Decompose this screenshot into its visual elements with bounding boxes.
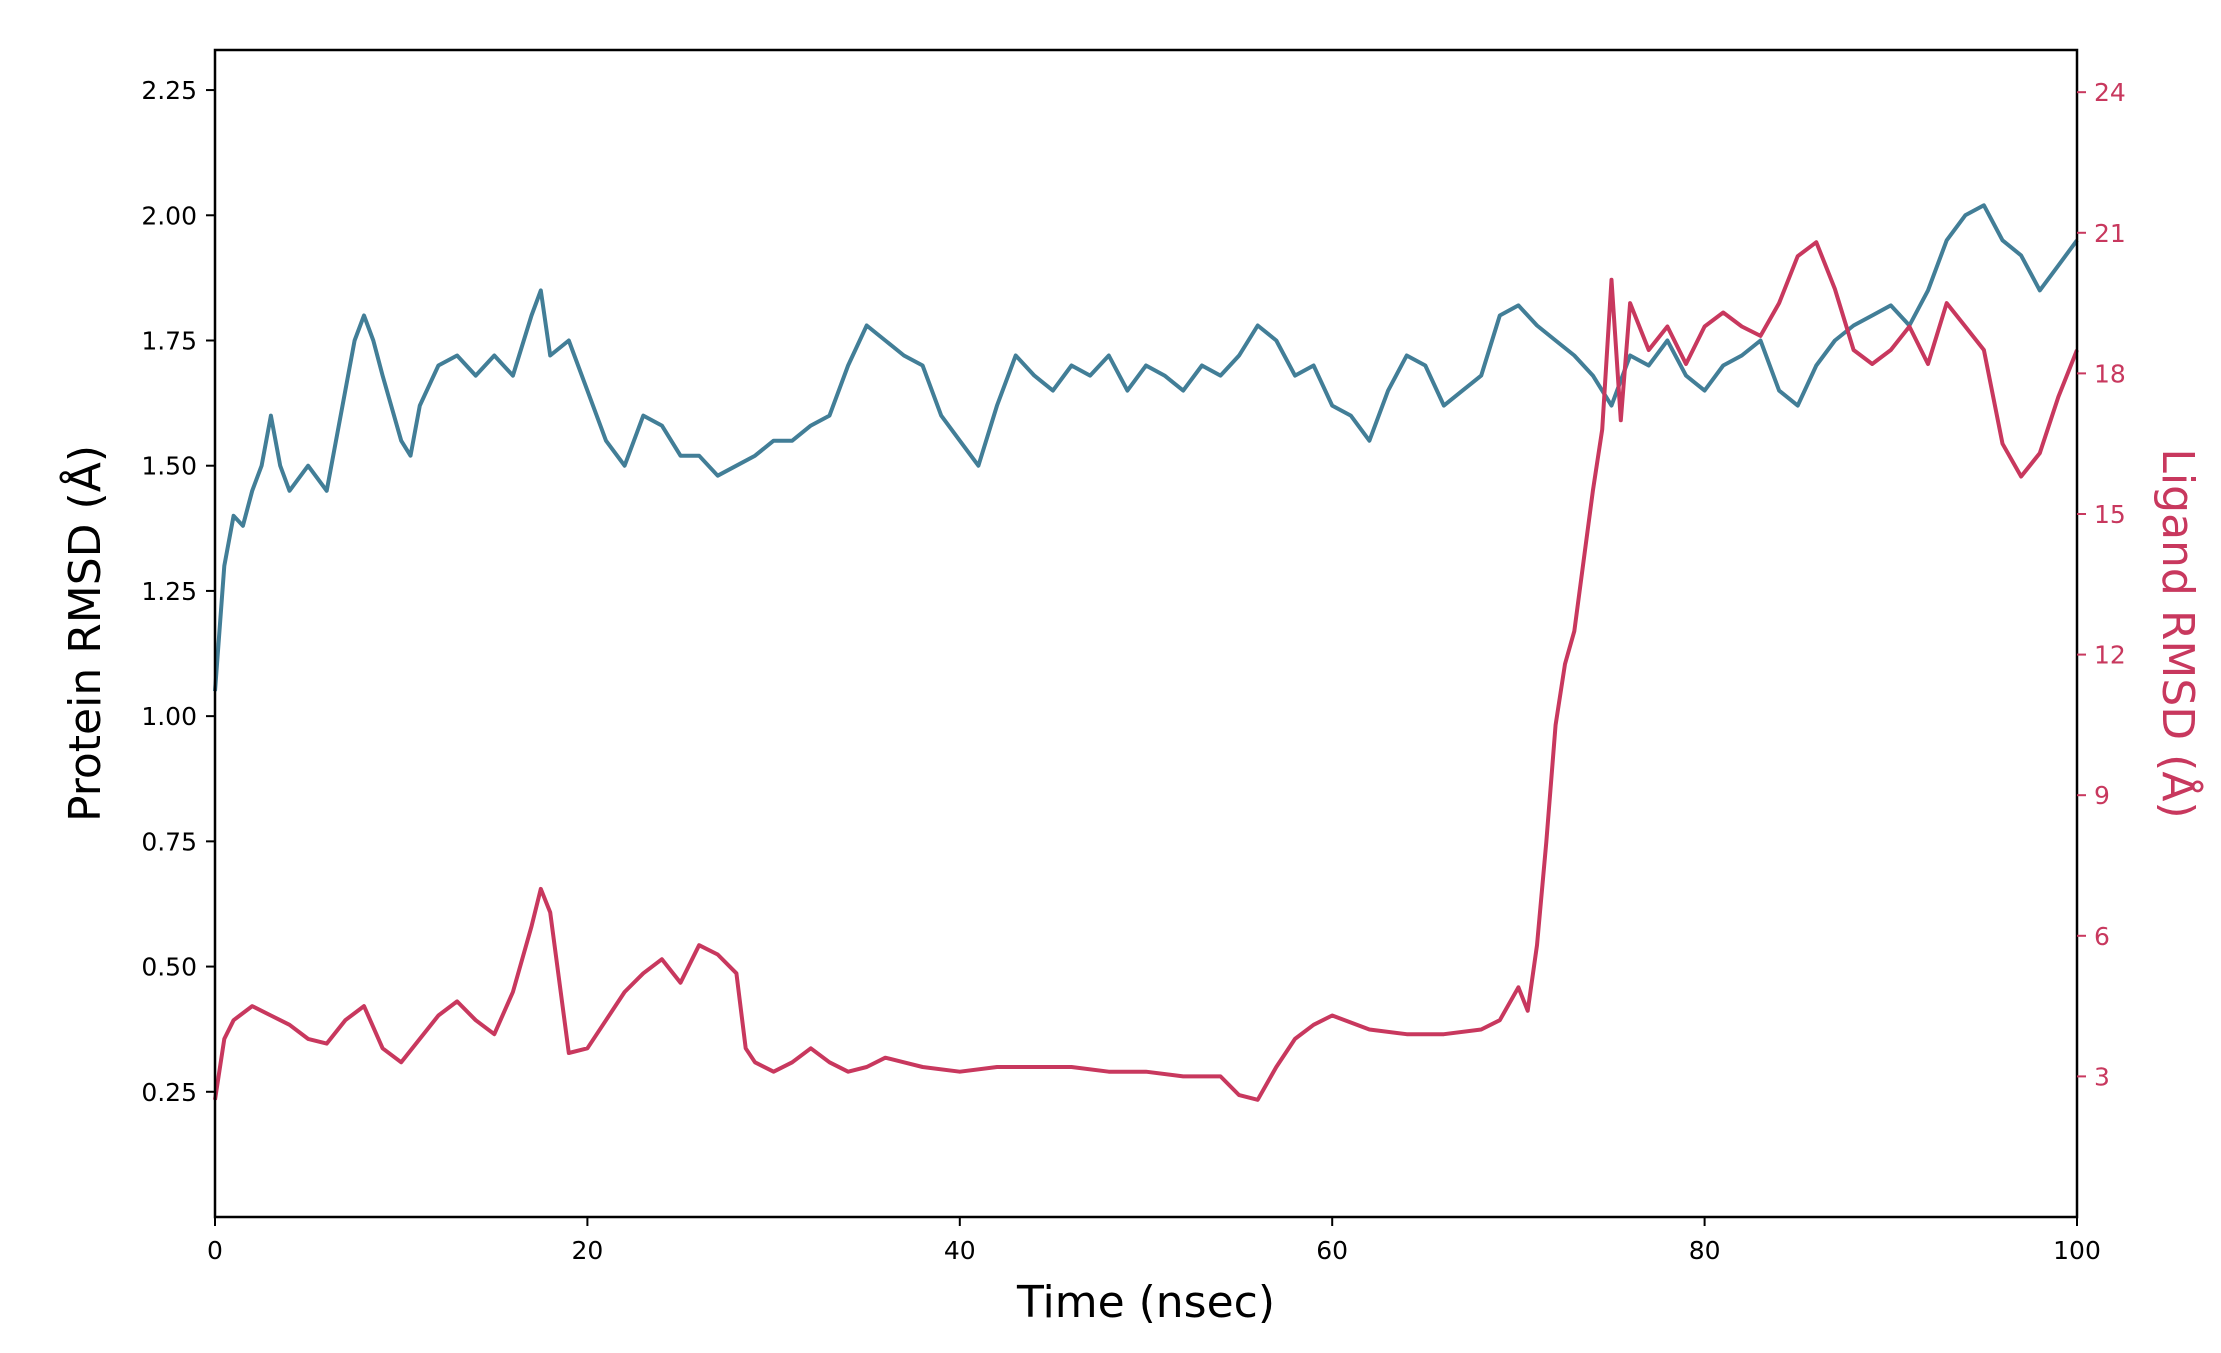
right-y-axis-ticks: 3 6 9 12 15 18 21 24 <box>2077 78 2126 1091</box>
left-y-tick-label: 0.25 <box>141 1078 197 1107</box>
left-y-tick-label: 0.50 <box>141 953 197 982</box>
x-tick-label: 100 <box>2053 1236 2101 1265</box>
left-y-tick-label: 0.75 <box>141 827 197 856</box>
left-y-tick-label: 1.50 <box>141 452 197 481</box>
series-layer <box>213 203 2079 1102</box>
right-y-tick-label: 21 <box>2094 219 2126 248</box>
right-y-axis-title: Ligand RMSD (Å) <box>2152 448 2205 818</box>
right-y-tick-label: 18 <box>2094 359 2126 388</box>
right-y-tick-label: 24 <box>2094 78 2126 107</box>
left-y-tick-label: 1.75 <box>141 326 197 355</box>
left-y-tick-label: 1.00 <box>141 702 197 731</box>
x-axis-title: Time (nsec) <box>1016 1277 1275 1328</box>
right-y-tick-label: 15 <box>2094 500 2126 529</box>
ligand-rmsd-line <box>213 240 2079 1102</box>
left-y-tick-label: 2.25 <box>141 76 197 105</box>
plot-frame <box>213 48 2079 1219</box>
right-y-tick-label: 3 <box>2094 1062 2110 1091</box>
left-y-tick-label: 2.00 <box>141 201 197 230</box>
x-axis-ticks: 0 20 40 60 80 100 <box>207 1217 2101 1265</box>
protein-rmsd-line <box>213 203 2079 692</box>
left-y-axis-title: Protein RMSD (Å) <box>58 445 111 822</box>
right-y-tick-label: 6 <box>2094 922 2110 951</box>
right-y-tick-label: 9 <box>2094 781 2110 810</box>
right-y-tick-label: 12 <box>2094 641 2126 670</box>
x-tick-label: 40 <box>944 1236 976 1265</box>
x-tick-label: 20 <box>571 1236 603 1265</box>
left-y-axis-ticks: 0.25 0.50 0.75 1.00 1.25 1.50 1.75 2.00 2.25 <box>141 76 215 1107</box>
x-tick-label: 80 <box>1689 1236 1721 1265</box>
x-tick-label: 0 <box>207 1236 223 1265</box>
left-y-tick-label: 1.25 <box>141 577 197 606</box>
x-tick-label: 60 <box>1316 1236 1348 1265</box>
